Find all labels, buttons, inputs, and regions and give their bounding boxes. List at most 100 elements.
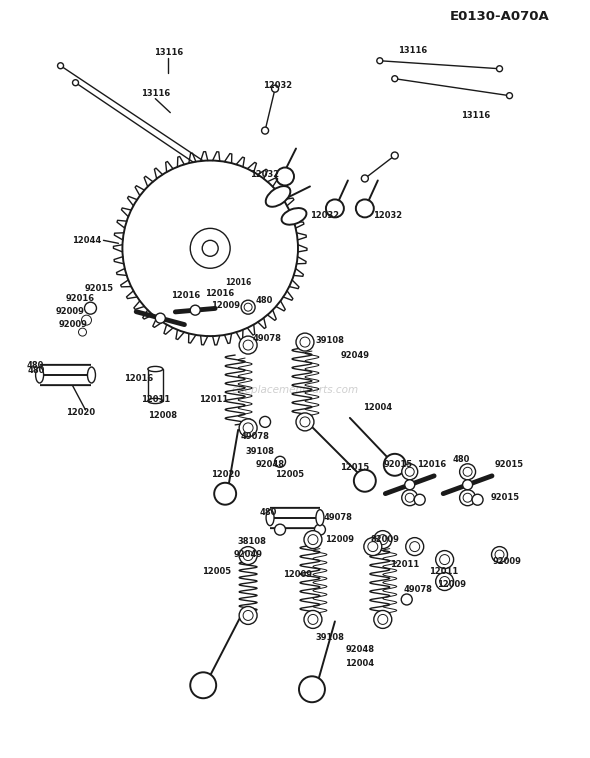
Circle shape xyxy=(260,416,271,428)
Circle shape xyxy=(276,168,294,186)
Text: 38108: 38108 xyxy=(238,537,267,546)
Text: 49078: 49078 xyxy=(241,432,270,441)
Circle shape xyxy=(384,454,406,476)
Ellipse shape xyxy=(148,366,163,371)
Circle shape xyxy=(405,467,414,476)
Circle shape xyxy=(241,300,255,314)
Ellipse shape xyxy=(35,367,44,383)
Text: 480: 480 xyxy=(26,361,44,370)
Text: 49078: 49078 xyxy=(253,334,281,343)
Text: 12011: 12011 xyxy=(390,560,419,569)
Circle shape xyxy=(308,534,318,544)
Circle shape xyxy=(304,531,322,549)
Circle shape xyxy=(229,186,235,192)
Text: 13116: 13116 xyxy=(140,89,170,99)
Text: 39108: 39108 xyxy=(316,336,345,345)
Circle shape xyxy=(299,676,325,702)
Circle shape xyxy=(81,315,91,325)
Circle shape xyxy=(274,456,286,467)
Circle shape xyxy=(243,550,253,561)
Text: 12011: 12011 xyxy=(140,396,170,405)
Circle shape xyxy=(463,493,472,503)
Text: 480: 480 xyxy=(255,296,273,305)
Circle shape xyxy=(364,537,382,556)
Circle shape xyxy=(497,66,503,72)
Circle shape xyxy=(377,58,383,64)
Text: 12016: 12016 xyxy=(225,277,251,287)
Circle shape xyxy=(460,464,476,480)
Text: 92048: 92048 xyxy=(345,645,374,654)
Text: 92015: 92015 xyxy=(383,460,412,469)
Circle shape xyxy=(440,555,450,565)
Circle shape xyxy=(378,534,388,544)
Circle shape xyxy=(356,199,374,218)
Circle shape xyxy=(435,572,454,590)
Circle shape xyxy=(73,80,78,86)
Circle shape xyxy=(244,303,252,312)
Text: 13116: 13116 xyxy=(398,46,427,55)
Text: 12016: 12016 xyxy=(124,374,153,383)
Circle shape xyxy=(190,672,216,698)
Text: 12032: 12032 xyxy=(264,81,293,90)
Circle shape xyxy=(414,494,425,505)
Text: 480: 480 xyxy=(453,456,470,465)
Circle shape xyxy=(392,76,398,82)
Text: 92049: 92049 xyxy=(340,350,369,359)
Circle shape xyxy=(84,302,97,314)
Circle shape xyxy=(155,313,165,323)
Circle shape xyxy=(506,92,513,99)
Text: 12004: 12004 xyxy=(345,659,375,668)
Text: 12011: 12011 xyxy=(199,396,228,405)
Text: 12016: 12016 xyxy=(417,460,446,469)
Circle shape xyxy=(463,467,472,476)
Circle shape xyxy=(361,175,368,182)
Circle shape xyxy=(296,413,314,431)
Text: 480: 480 xyxy=(28,365,45,374)
Circle shape xyxy=(326,199,344,218)
Circle shape xyxy=(435,550,454,568)
Text: 39108: 39108 xyxy=(245,447,274,456)
Circle shape xyxy=(374,531,392,549)
Text: 12016: 12016 xyxy=(171,291,200,299)
Text: 12016: 12016 xyxy=(205,289,234,298)
Text: 12004: 12004 xyxy=(363,403,392,412)
Text: 39108: 39108 xyxy=(316,633,345,642)
Text: eReplacementParts.com: eReplacementParts.com xyxy=(231,385,359,395)
Circle shape xyxy=(239,336,257,354)
Text: 12015: 12015 xyxy=(340,463,369,472)
Circle shape xyxy=(460,490,476,506)
Circle shape xyxy=(274,525,286,535)
Circle shape xyxy=(261,127,268,134)
Ellipse shape xyxy=(266,509,274,525)
Circle shape xyxy=(391,152,398,159)
Circle shape xyxy=(495,550,504,559)
Text: 49078: 49078 xyxy=(323,513,352,522)
Text: 92015: 92015 xyxy=(491,493,520,503)
Text: 92015: 92015 xyxy=(85,283,114,293)
Ellipse shape xyxy=(87,367,96,383)
Text: 12009: 12009 xyxy=(283,570,313,579)
Ellipse shape xyxy=(266,186,290,207)
Text: 49078: 49078 xyxy=(404,585,432,594)
Circle shape xyxy=(402,464,418,480)
Text: 92048: 92048 xyxy=(255,460,284,469)
Text: 12044: 12044 xyxy=(73,236,101,245)
Bar xyxy=(148,369,163,401)
Circle shape xyxy=(405,480,415,490)
Text: 12009: 12009 xyxy=(211,301,240,310)
Circle shape xyxy=(374,610,392,628)
Text: 12011: 12011 xyxy=(429,567,458,576)
Circle shape xyxy=(378,615,388,625)
Text: 13116: 13116 xyxy=(461,111,490,120)
Text: 12032: 12032 xyxy=(373,211,402,220)
Circle shape xyxy=(214,483,236,505)
Circle shape xyxy=(239,606,257,625)
Text: 12008: 12008 xyxy=(148,412,177,421)
Text: 12005: 12005 xyxy=(202,567,231,576)
Circle shape xyxy=(78,328,87,336)
Circle shape xyxy=(308,615,318,625)
Circle shape xyxy=(296,333,314,351)
Ellipse shape xyxy=(148,399,163,403)
Text: 82009: 82009 xyxy=(371,535,399,544)
Text: 12032: 12032 xyxy=(251,170,280,179)
